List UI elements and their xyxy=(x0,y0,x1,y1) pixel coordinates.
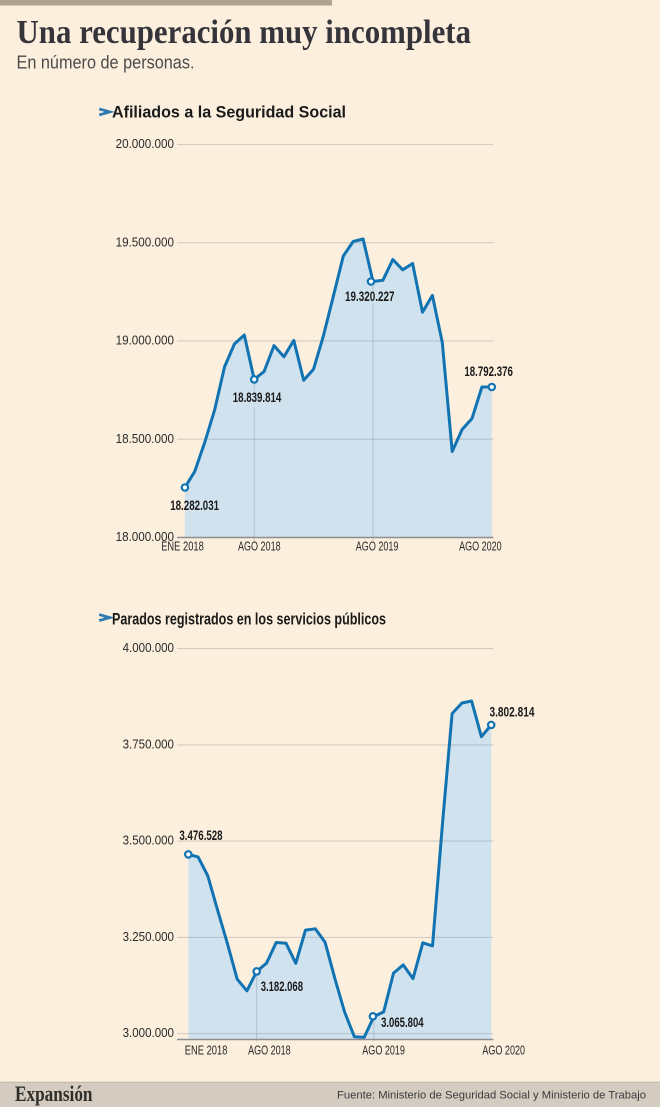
svg-text:Afiliados a la Seguridad Socia: Afiliados a la Seguridad Social xyxy=(112,103,346,122)
svg-text:19.320.227: 19.320.227 xyxy=(345,288,395,304)
svg-text:3.000.000: 3.000.000 xyxy=(123,1025,174,1040)
svg-text:3.500.000: 3.500.000 xyxy=(123,833,174,848)
svg-text:Una recuperación muy incomplet: Una recuperación muy incompleta xyxy=(17,14,472,51)
svg-text:Expansión: Expansión xyxy=(15,1081,93,1106)
svg-text:AGO 2020: AGO 2020 xyxy=(482,1042,525,1057)
svg-text:AGO 2018: AGO 2018 xyxy=(248,1042,291,1057)
svg-text:4.000.000: 4.000.000 xyxy=(123,640,174,655)
svg-text:20.000.000: 20.000.000 xyxy=(116,136,174,151)
svg-text:En número de personas.: En número de personas. xyxy=(17,52,195,73)
svg-text:Parados registrados en los ser: Parados registrados en los servicios púb… xyxy=(112,609,386,628)
svg-text:19.500.000: 19.500.000 xyxy=(116,234,174,249)
svg-text:Fuente: Ministerio de Segurida: Fuente: Ministerio de Seguridad Social y… xyxy=(337,1090,646,1102)
svg-text:18.792.376: 18.792.376 xyxy=(464,363,513,379)
svg-text:AGO 2019: AGO 2019 xyxy=(362,1042,405,1057)
svg-text:3.802.814: 3.802.814 xyxy=(490,703,535,719)
svg-text:AGO 2020: AGO 2020 xyxy=(459,539,502,554)
svg-text:AGO 2019: AGO 2019 xyxy=(356,539,399,554)
svg-text:19.000.000: 19.000.000 xyxy=(116,333,174,348)
svg-text:AGO 2018: AGO 2018 xyxy=(238,539,281,554)
svg-text:ENE 2018: ENE 2018 xyxy=(185,1042,228,1057)
svg-text:18.000.000: 18.000.000 xyxy=(116,529,174,544)
svg-text:ENE 2018: ENE 2018 xyxy=(161,539,204,554)
svg-text:3.476.528: 3.476.528 xyxy=(179,827,222,843)
svg-text:3.065.804: 3.065.804 xyxy=(381,1014,424,1030)
svg-text:18.500.000: 18.500.000 xyxy=(116,431,174,446)
svg-text:3.182.068: 3.182.068 xyxy=(261,978,303,994)
svg-text:3.250.000: 3.250.000 xyxy=(123,929,174,944)
svg-text:18.839.814: 18.839.814 xyxy=(233,389,282,405)
svg-text:18.282.031: 18.282.031 xyxy=(170,497,219,513)
svg-text:3.750.000: 3.750.000 xyxy=(123,736,174,751)
